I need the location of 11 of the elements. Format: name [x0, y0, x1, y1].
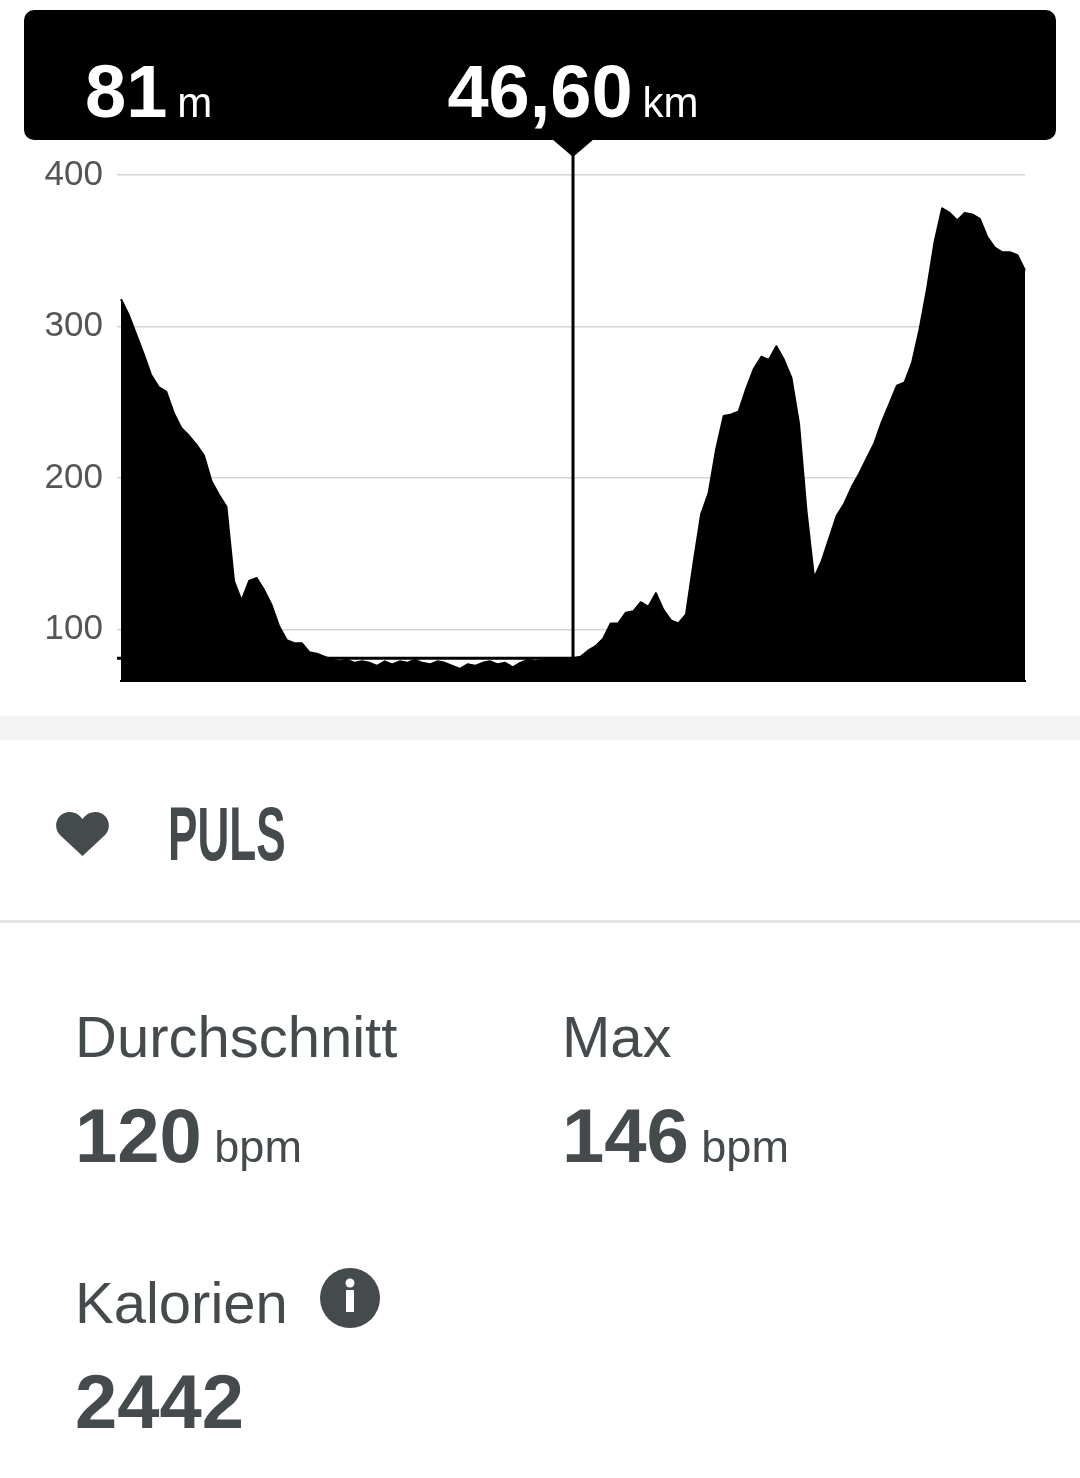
- text: Max: [562, 1003, 672, 1069]
- y-tick-label: 100: [44, 607, 103, 647]
- y-tick-label: 300: [44, 304, 103, 344]
- text: Kalorien: [75, 1269, 288, 1335]
- text: 120 bpm: [75, 1092, 302, 1178]
- text: Durchschnitt: [75, 1003, 398, 1069]
- text: PULS: [168, 791, 286, 876]
- text: 146 bpm: [562, 1092, 789, 1178]
- y-tick-label: 200: [44, 455, 103, 495]
- y-tick-label: 400: [44, 152, 103, 192]
- text: 2442: [75, 1358, 245, 1444]
